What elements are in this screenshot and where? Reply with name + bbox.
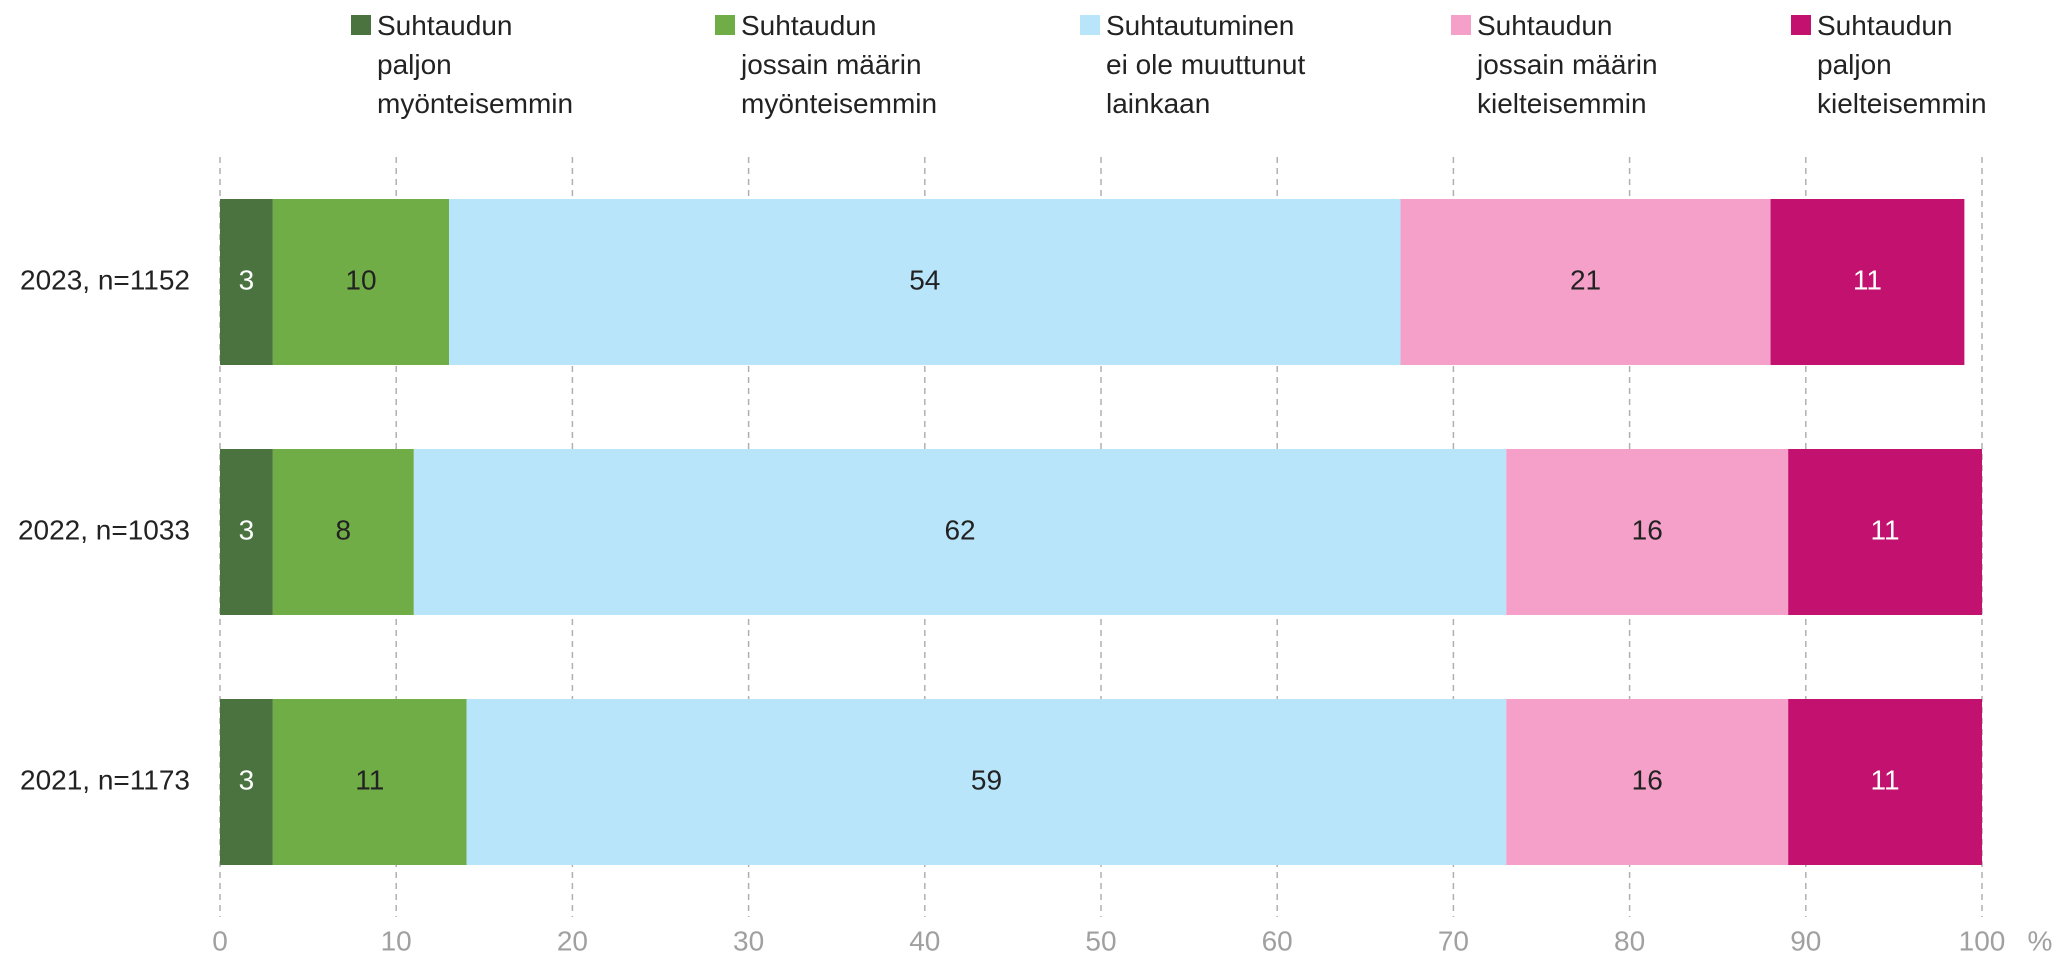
legend-swatch — [715, 15, 735, 35]
bar-segment — [1770, 199, 1965, 365]
data-label: 16 — [1632, 764, 1663, 795]
legend-swatch — [1451, 15, 1471, 35]
legend-item: Suhtaudun jossain määrin myönteisemmin — [715, 6, 951, 123]
bar-segment — [1788, 699, 1982, 865]
bar-segment — [272, 699, 467, 865]
bar-segment — [466, 699, 1507, 865]
data-label: 3 — [239, 514, 255, 545]
bar-segment — [1506, 449, 1789, 615]
legend-label: Suhtaudun jossain määrin kielteisemmin — [1477, 10, 1658, 119]
legend-label: Suhtaudun paljon myönteisemmin — [377, 10, 574, 119]
data-label: 11 — [1871, 764, 1900, 795]
data-label: 21 — [1570, 264, 1601, 295]
data-label: 16 — [1632, 514, 1663, 545]
bar-segment — [272, 199, 450, 365]
x-tick-label: 20 — [557, 925, 588, 955]
bar-segment — [1506, 699, 1789, 865]
data-label: 11 — [355, 764, 384, 795]
x-tick-label: 80 — [1614, 925, 1645, 955]
x-tick-label: 0 — [212, 925, 228, 955]
data-label: 62 — [944, 514, 975, 545]
legend-item: Suhtaudun jossain määrin kielteisemmin — [1451, 6, 1687, 123]
x-tick-label: 30 — [733, 925, 764, 955]
legend-item: Suhtaudun paljon myönteisemmin — [351, 6, 587, 123]
bar-segment — [1400, 199, 1771, 365]
x-tick-label: 70 — [1438, 925, 1469, 955]
data-label: 54 — [909, 264, 940, 295]
bar-segment — [1788, 449, 1982, 615]
x-tick-label: 100 — [1959, 925, 2006, 955]
legend-swatch — [351, 15, 371, 35]
y-tick-label: 2022, n=1033 — [18, 514, 190, 545]
legend-item: Suhtaudun paljon kielteisemmin — [1791, 6, 2027, 123]
bar-segment — [220, 699, 273, 865]
legend-item: Suhtautuminen ei ole muuttunut lainkaan — [1080, 6, 1316, 123]
bar-segment — [220, 199, 273, 365]
data-label: 10 — [345, 264, 376, 295]
bar-segment — [220, 449, 273, 615]
legend-swatch — [1791, 15, 1811, 35]
data-label: 11 — [1853, 264, 1882, 295]
data-label: 59 — [971, 764, 1002, 795]
y-tick-label: 2021, n=1173 — [20, 764, 190, 795]
bar-segment — [449, 199, 1401, 365]
x-axis-label: % — [2028, 925, 2053, 955]
x-tick-label: 50 — [1085, 925, 1116, 955]
x-tick-label: 10 — [381, 925, 412, 955]
x-tick-label: 40 — [909, 925, 940, 955]
data-label: 11 — [1871, 514, 1900, 545]
legend-label: Suhtaudun paljon kielteisemmin — [1817, 10, 1987, 119]
x-tick-label: 90 — [1790, 925, 1821, 955]
legend-swatch — [1080, 15, 1100, 35]
legend-label: Suhtaudun jossain määrin myönteisemmin — [741, 10, 938, 119]
legend-label: Suhtautuminen ei ole muuttunut lainkaan — [1106, 10, 1306, 119]
data-label: 3 — [239, 764, 255, 795]
data-label: 3 — [239, 264, 255, 295]
x-tick-label: 60 — [1262, 925, 1293, 955]
bar-segment — [272, 449, 414, 615]
data-label: 8 — [336, 514, 352, 545]
y-tick-label: 2023, n=1152 — [20, 264, 190, 295]
bar-segment — [413, 449, 1507, 615]
